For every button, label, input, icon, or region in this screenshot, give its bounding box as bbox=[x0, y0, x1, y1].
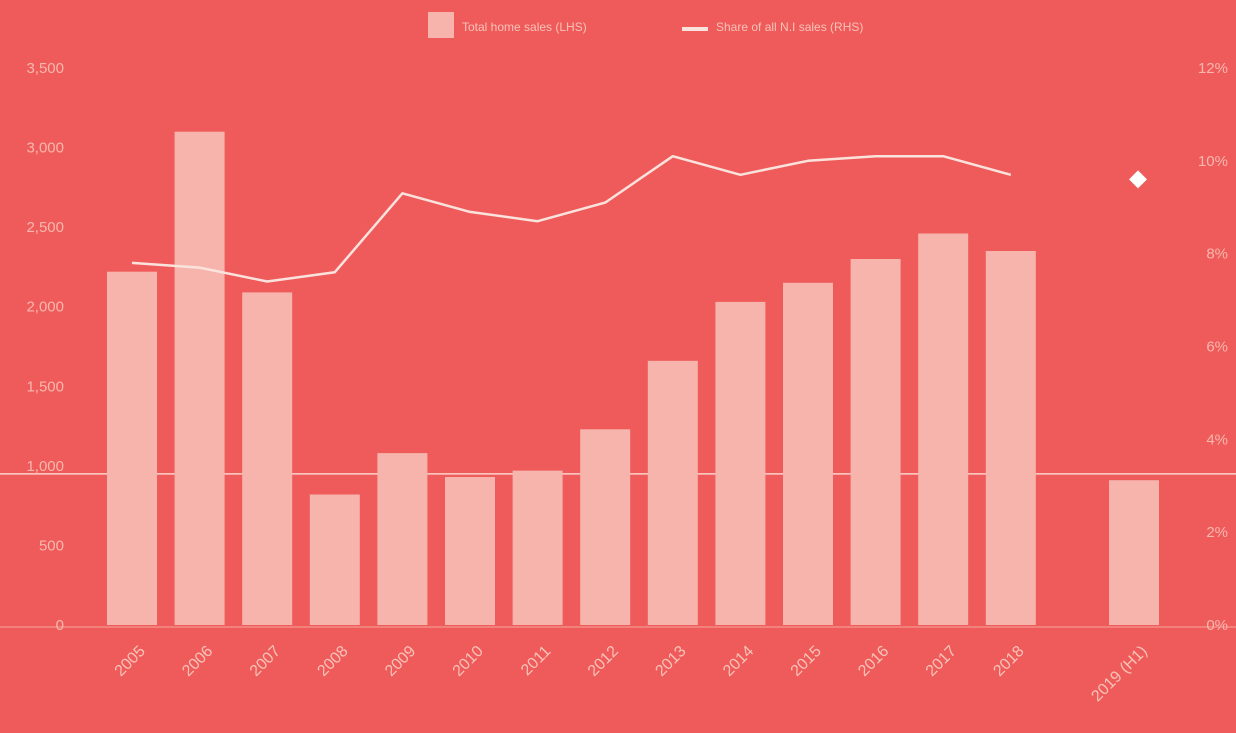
x-tick-label: 2007 bbox=[247, 643, 284, 680]
x-tick-label: 2006 bbox=[179, 643, 216, 680]
y-right-tick: 4% bbox=[1206, 431, 1228, 448]
x-tick-label: 2012 bbox=[585, 643, 622, 680]
x-tick-label: 2011 bbox=[518, 643, 554, 679]
y-left-tick: 3,000 bbox=[26, 140, 64, 157]
y-left-tick: 0 bbox=[56, 617, 64, 634]
bar-2018 bbox=[985, 251, 1036, 625]
y-right-tick: 12% bbox=[1198, 60, 1228, 77]
x-tick-label: 2015 bbox=[788, 643, 825, 680]
line-series bbox=[131, 154, 1147, 283]
bar-2014 bbox=[715, 301, 766, 625]
y-left-tick: 1,500 bbox=[26, 378, 64, 395]
legend-label-line: Share of all N.I sales (RHS) bbox=[716, 20, 863, 34]
y-left-tick: 1,000 bbox=[26, 458, 64, 475]
bar-2007 bbox=[242, 292, 293, 625]
bar-2012 bbox=[580, 429, 631, 625]
x-axis: 2005 2006 2007 2008 2009 2010 2011 2012 2013 2014… bbox=[112, 643, 1151, 705]
bar-2016 bbox=[850, 259, 901, 625]
x-tick-label: 2008 bbox=[314, 643, 351, 680]
y-right-tick: 0% bbox=[1206, 617, 1228, 634]
bar-2006 bbox=[174, 131, 225, 625]
legend-swatch-line bbox=[682, 27, 708, 31]
legend: Total home sales (LHS) Share of all N.I … bbox=[428, 12, 863, 38]
bars bbox=[107, 131, 1159, 625]
y-right-tick: 8% bbox=[1206, 246, 1228, 263]
share-marker-2019 bbox=[1129, 170, 1147, 189]
y-right-tick: 10% bbox=[1198, 153, 1228, 170]
bar-2013 bbox=[647, 360, 698, 625]
bar-2011 bbox=[512, 470, 563, 625]
y-left-tick: 3,500 bbox=[26, 60, 64, 77]
y-right-tick: 2% bbox=[1206, 524, 1228, 541]
bar-2009 bbox=[377, 453, 428, 625]
x-tick-label: 2009 bbox=[382, 643, 419, 680]
x-tick-label: 2017 bbox=[923, 643, 960, 680]
x-tick-label: 2018 bbox=[990, 643, 1027, 680]
x-tick-label: 2013 bbox=[652, 643, 689, 680]
bar-2010 bbox=[445, 477, 495, 625]
y-axis-left: 0 500 1,000 1,500 2,000 2,500 3,000 3,500 bbox=[26, 60, 64, 634]
legend-swatch-bar bbox=[428, 12, 454, 38]
y-axis-right: 0% 2% 4% 6% 8% 10% 12% bbox=[1198, 60, 1228, 634]
y-left-tick: 2,000 bbox=[26, 299, 64, 316]
x-tick-label: 2005 bbox=[112, 643, 149, 680]
x-tick-label: 2014 bbox=[720, 643, 757, 680]
legend-label-bars: Total home sales (LHS) bbox=[462, 20, 587, 34]
bar-2017 bbox=[918, 233, 969, 625]
bar-2015 bbox=[783, 282, 833, 625]
x-tick-label: 2016 bbox=[855, 643, 892, 680]
y-right-tick: 6% bbox=[1206, 339, 1228, 356]
x-tick-label: 2019 (H1) bbox=[1088, 643, 1150, 705]
x-tick-label: 2010 bbox=[450, 643, 487, 680]
bar-2019 (H1) bbox=[1109, 480, 1159, 625]
y-left-tick: 2,500 bbox=[26, 219, 64, 236]
y-left-tick: 500 bbox=[39, 537, 64, 554]
share-line bbox=[131, 154, 1012, 283]
bar-2008 bbox=[309, 494, 360, 625]
bar-2005 bbox=[107, 271, 157, 625]
